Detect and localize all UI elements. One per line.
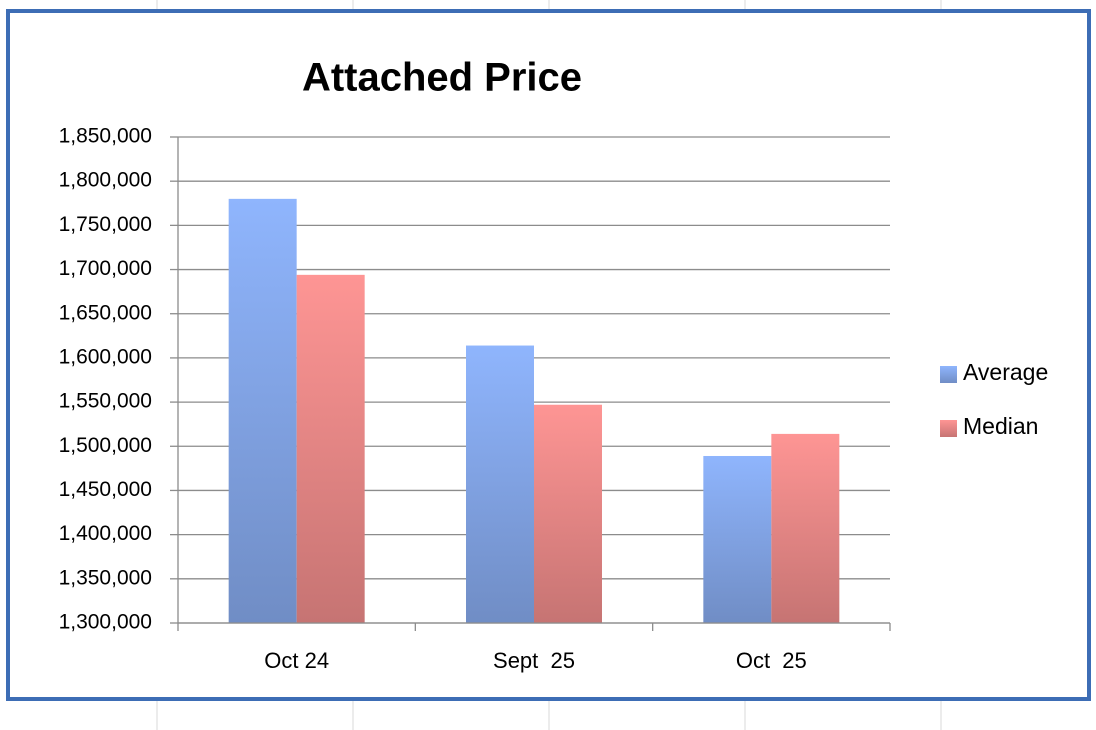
- y-tick-label: 1,500,000: [59, 434, 152, 457]
- legend-label: Median: [963, 413, 1038, 439]
- bar: [534, 404, 602, 623]
- x-tick-label: Oct 25: [736, 648, 807, 673]
- y-tick-label: 1,700,000: [59, 257, 152, 280]
- y-tick-label: 1,550,000: [59, 390, 152, 413]
- y-tick-label: 1,300,000: [59, 611, 152, 634]
- y-tick-label: 1,750,000: [59, 213, 152, 236]
- y-tick-label: 1,450,000: [59, 478, 152, 501]
- y-tick-label: 1,400,000: [59, 522, 152, 545]
- chart-title: Attached Price: [302, 56, 582, 100]
- legend-swatch: [940, 420, 957, 437]
- y-tick-label: 1,850,000: [59, 125, 152, 148]
- bar: [703, 455, 772, 623]
- x-tick-label: Oct 24: [264, 648, 329, 673]
- bar: [466, 345, 534, 623]
- legend-label: Average: [963, 359, 1048, 385]
- y-tick-label: 1,600,000: [59, 345, 152, 368]
- y-tick-label: 1,650,000: [59, 301, 152, 324]
- y-tick-label: 1,800,000: [59, 169, 152, 192]
- y-tick-label: 1,350,000: [59, 566, 152, 589]
- legend-swatch: [940, 366, 957, 383]
- bar: [771, 433, 840, 623]
- bar: [296, 274, 365, 623]
- bar: [228, 198, 297, 623]
- x-tick-label: Sept 25: [493, 648, 575, 673]
